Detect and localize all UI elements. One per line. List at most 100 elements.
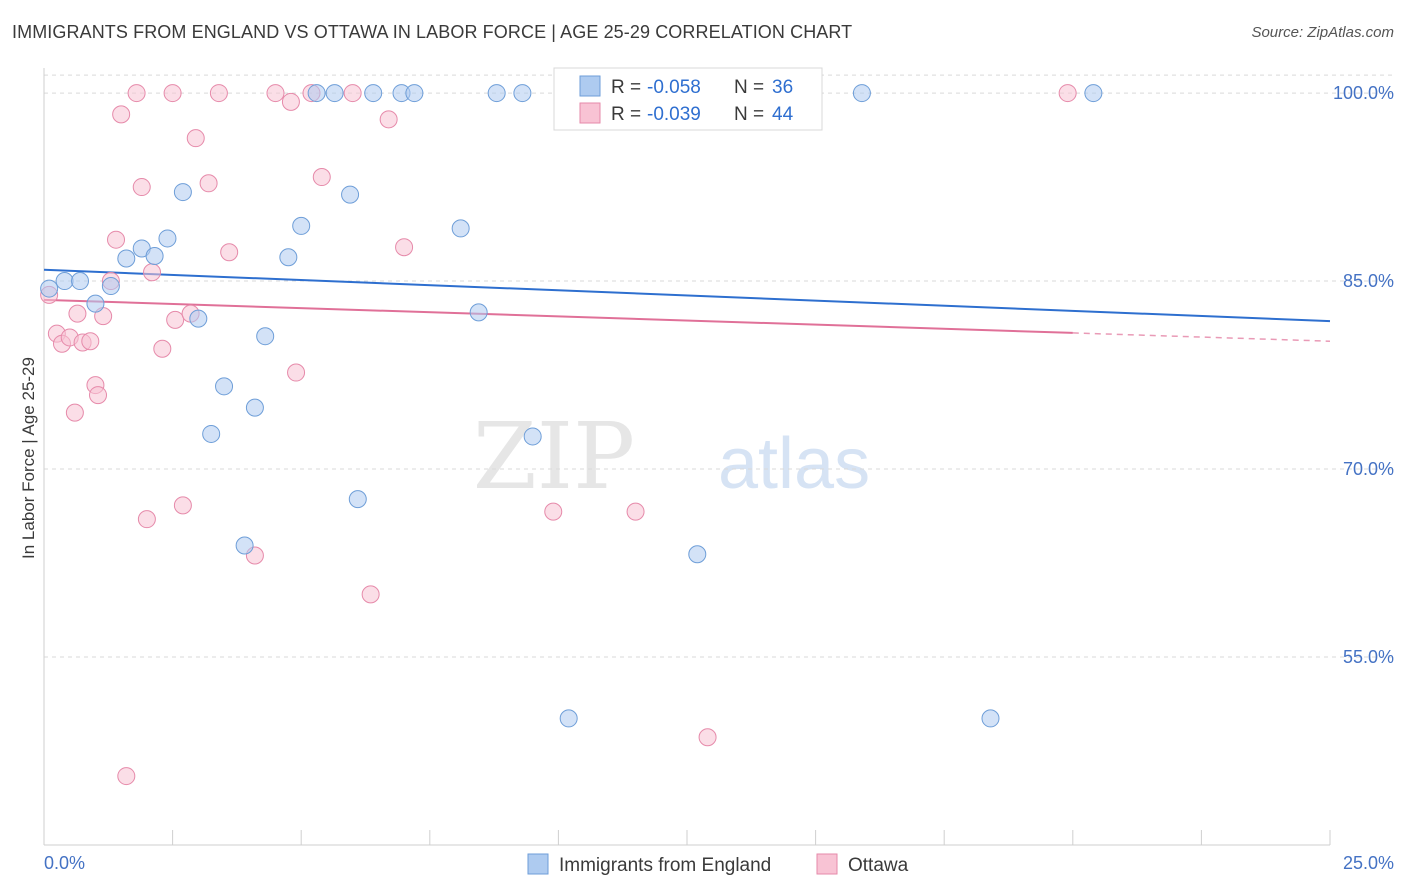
y-tick-label: 85.0% (1343, 271, 1394, 291)
england-point (523, 427, 542, 446)
england-point (451, 219, 470, 238)
england-point (688, 545, 707, 564)
trendline-england (43, 268, 1331, 323)
ottawa-point (112, 105, 131, 124)
source-credit: Source: ZipAtlas.com (1251, 24, 1394, 41)
england-point (981, 709, 1000, 728)
watermark: ZIP atlas (473, 403, 870, 510)
england-point (145, 246, 164, 265)
england-point (40, 279, 59, 298)
ottawa-point (173, 496, 192, 515)
correlation-legend: R = -0.058 N = 36 R = -0.039 N = 44 (553, 67, 823, 131)
england-point (852, 84, 871, 103)
england-point (292, 216, 311, 235)
series-label-england: Immigrants from England (559, 855, 771, 876)
ottawa-point (199, 174, 218, 193)
y-tick-label: 55.0% (1343, 647, 1394, 667)
ottawa-point (132, 178, 151, 197)
legend-n-value-england: 36 (772, 77, 793, 98)
ottawa-point (361, 585, 380, 604)
trendlines (43, 268, 1331, 342)
ottawa-point (81, 332, 100, 351)
ottawa-point (343, 84, 362, 103)
england-point (55, 272, 74, 291)
ottawa-point (395, 238, 414, 257)
england-point (513, 84, 532, 103)
legend-swatch-ottawa (579, 102, 601, 124)
england-point (559, 709, 578, 728)
ottawa-point (209, 84, 228, 103)
watermark-atlas: atlas (718, 424, 870, 504)
england-point (101, 277, 120, 296)
ottawa-point (68, 304, 87, 323)
england-point (364, 84, 383, 103)
england-points (40, 84, 1103, 728)
ottawa-point (626, 502, 645, 521)
y-tick-label: 100.0% (1333, 83, 1394, 103)
england-point (405, 84, 424, 103)
y-tick-labels: 55.0% 70.0% 85.0% 100.0% (1333, 83, 1394, 667)
england-point (86, 294, 105, 313)
england-point (307, 84, 326, 103)
series-swatch-ottawa (816, 853, 838, 875)
ottawa-point (1058, 84, 1077, 103)
watermark-zip: ZIP (473, 403, 635, 510)
legend-swatch-england (579, 75, 601, 97)
england-point (348, 490, 367, 509)
england-point (487, 84, 506, 103)
series-legend: Immigrants from England Ottawa (527, 853, 909, 876)
england-point (189, 309, 208, 328)
x-ticks (43, 830, 1331, 845)
ottawa-point (127, 84, 146, 103)
ottawa-point (220, 243, 239, 262)
ottawa-point (266, 84, 285, 103)
ottawa-point (163, 84, 182, 103)
ottawa-point (89, 386, 108, 405)
y-tick-label: 70.0% (1343, 459, 1394, 479)
ottawa-point (143, 263, 162, 282)
legend-n-value-ottawa: 44 (772, 104, 794, 125)
england-point (235, 536, 254, 555)
ottawa-point (281, 92, 300, 111)
ottawa-point (312, 168, 331, 187)
chart-title: IMMIGRANTS FROM ENGLAND VS OTTAWA IN LAB… (12, 22, 853, 42)
england-point (469, 303, 488, 322)
england-point (71, 272, 90, 291)
ottawa-point (153, 339, 172, 358)
england-point (341, 185, 360, 204)
england-point (245, 398, 264, 417)
ottawa-point (107, 230, 126, 249)
england-point (215, 377, 234, 396)
x-tick-label-max: 25.0% (1343, 853, 1394, 873)
ottawa-point (287, 363, 306, 382)
england-point (158, 229, 177, 248)
legend-n-label-england: N = (734, 77, 764, 98)
x-tick-label-min: 0.0% (44, 853, 85, 873)
axes (43, 68, 1330, 846)
ottawa-point (117, 767, 136, 786)
england-point (117, 249, 136, 268)
ottawa-point (698, 728, 717, 747)
trendline-ottawa (43, 298, 1073, 334)
england-point (279, 248, 298, 267)
england-point (173, 183, 192, 202)
legend-n-label-ottawa: N = (734, 104, 764, 125)
legend-r-label-ottawa: R = (611, 104, 641, 125)
england-point (256, 327, 275, 346)
ottawa-point (379, 110, 398, 129)
ottawa-point (186, 129, 205, 148)
england-point (1084, 84, 1103, 103)
ottawa-point (166, 310, 185, 329)
gridlines (44, 74, 1394, 658)
ottawa-point (137, 510, 156, 529)
england-point (202, 424, 221, 443)
legend-r-value-ottawa: -0.039 (647, 104, 701, 125)
england-point (325, 84, 344, 103)
ottawa-points (40, 84, 1077, 786)
legend-r-label-england: R = (611, 77, 641, 98)
trendline-ottawa-extension (1072, 332, 1331, 342)
legend-r-value-england: -0.058 (647, 77, 701, 98)
series-label-ottawa: Ottawa (848, 855, 909, 876)
y-axis-label: In Labor Force | Age 25-29 (19, 357, 38, 559)
